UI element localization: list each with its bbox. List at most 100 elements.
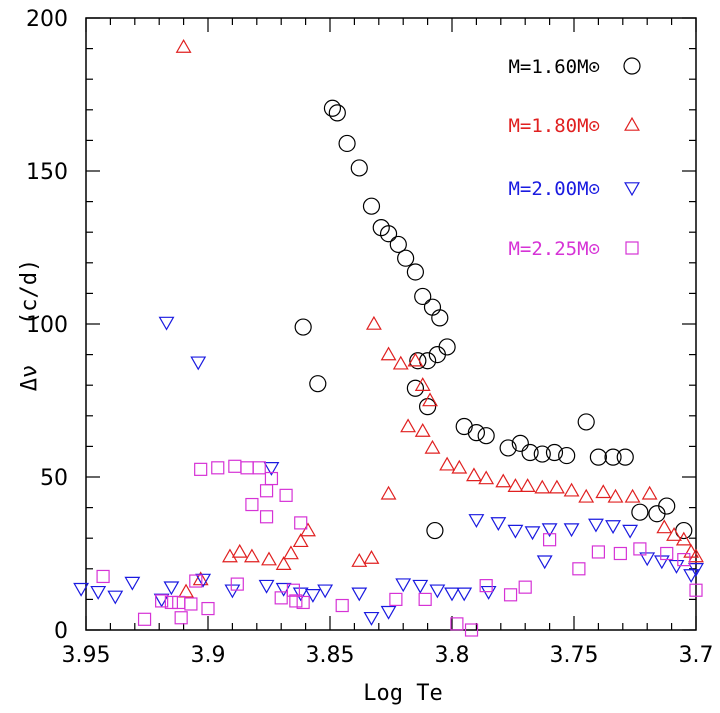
data-point	[604, 448, 622, 466]
data-point	[428, 346, 446, 364]
series-3	[73, 316, 704, 626]
data-point	[507, 524, 524, 539]
data-point	[164, 595, 178, 610]
data-point	[464, 623, 479, 637]
data-point	[294, 318, 312, 336]
data-point	[124, 576, 141, 591]
data-point	[616, 448, 634, 466]
data-point	[351, 587, 368, 602]
data-point	[184, 597, 198, 611]
data-point	[409, 352, 427, 370]
data-point	[224, 584, 241, 599]
data-point	[283, 545, 299, 560]
data-point	[243, 548, 260, 563]
data-point	[688, 563, 704, 577]
data-point	[438, 338, 456, 356]
data-point	[423, 298, 442, 316]
data-point	[689, 583, 703, 597]
y-tick-label: 100	[26, 313, 68, 338]
legend-entry-label: M=1.80M⊙	[508, 115, 600, 137]
data-point	[519, 478, 536, 492]
data-point	[666, 527, 682, 541]
data-point	[533, 445, 551, 463]
data-point	[499, 439, 517, 457]
data-point	[588, 518, 604, 533]
data-point	[541, 523, 558, 538]
data-point	[607, 488, 624, 503]
legend-marker	[625, 241, 639, 255]
data-point	[406, 263, 424, 281]
data-point	[424, 439, 441, 454]
data-point	[633, 542, 647, 556]
data-point	[455, 417, 473, 436]
data-point	[595, 484, 612, 499]
data-point	[641, 485, 658, 500]
data-point	[407, 352, 424, 367]
data-point	[414, 377, 431, 391]
data-point	[335, 598, 349, 613]
series-2	[175, 38, 704, 598]
data-point	[379, 225, 398, 243]
x-tick-label: 3.95	[62, 643, 111, 668]
x-tick-label: 3.9	[191, 643, 226, 668]
data-point	[521, 443, 539, 462]
data-point	[406, 379, 424, 397]
data-point	[292, 533, 309, 548]
data-point	[380, 485, 397, 500]
data-point	[677, 553, 691, 567]
data-point	[192, 571, 209, 586]
data-point	[683, 543, 700, 558]
data-point	[688, 548, 704, 563]
data-point	[362, 197, 381, 215]
data-point	[380, 605, 397, 620]
data-point	[328, 104, 346, 122]
data-point	[591, 545, 606, 559]
data-point	[534, 479, 551, 494]
data-point	[624, 488, 641, 503]
data-point	[163, 581, 180, 596]
data-point	[563, 482, 580, 497]
data-point	[137, 612, 152, 626]
legend-marker	[624, 116, 640, 131]
y-tick-label: 200	[26, 7, 68, 32]
data-point	[495, 473, 512, 488]
data-point	[572, 562, 586, 576]
data-point	[240, 461, 254, 475]
data-point	[175, 38, 192, 53]
data-point	[658, 497, 676, 515]
data-point	[456, 587, 473, 602]
data-point	[211, 461, 225, 475]
data-point	[444, 587, 460, 602]
data-point	[258, 579, 275, 594]
series-4	[96, 459, 703, 637]
x-tick-label: 3.7	[679, 643, 714, 668]
data-point	[289, 594, 303, 608]
data-point	[96, 569, 110, 584]
data-point	[294, 516, 308, 530]
series-1	[294, 99, 693, 540]
axes	[85, 17, 697, 631]
x-tick-label: 3.85	[306, 643, 355, 668]
data-point	[422, 392, 438, 407]
data-point	[466, 467, 482, 482]
data-point	[107, 590, 124, 605]
data-point	[536, 555, 553, 570]
data-point	[503, 588, 518, 602]
data-point	[429, 584, 446, 599]
data-point	[286, 583, 300, 597]
data-point	[90, 585, 107, 600]
data-point	[279, 488, 293, 502]
data-point	[380, 346, 397, 361]
data-point	[418, 592, 432, 607]
data-point	[622, 524, 639, 539]
data-point	[490, 517, 507, 532]
data-point	[675, 531, 692, 546]
data-point	[389, 235, 407, 254]
data-point	[296, 595, 310, 610]
data-point	[259, 510, 274, 524]
legend-entry-label: M=2.00M⊙	[508, 178, 600, 200]
data-point	[639, 552, 656, 567]
data-point	[563, 523, 580, 538]
data-points	[73, 38, 704, 637]
